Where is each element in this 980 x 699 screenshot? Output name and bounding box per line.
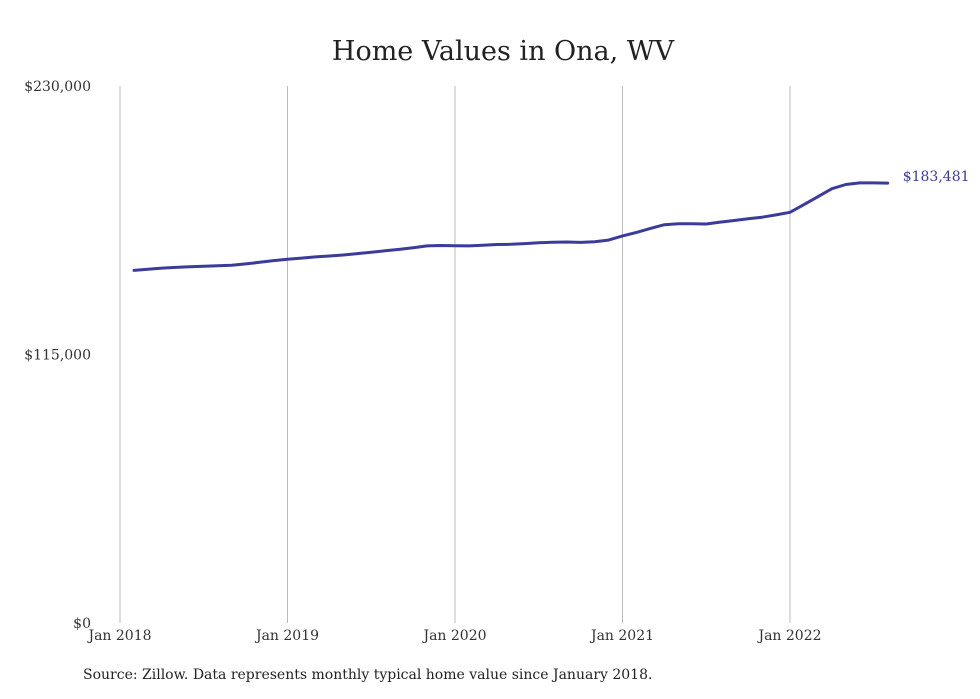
series-line: [132, 181, 890, 272]
y-tick-label: $115,000: [24, 348, 91, 364]
y-tick-label: $230,000: [24, 79, 91, 95]
source-note: Source: Zillow. Data represents monthly …: [83, 667, 653, 683]
x-tick-label: Jan 2020: [421, 628, 486, 644]
x-tick-label: Jan 2022: [756, 628, 821, 644]
x-tick-label: Jan 2019: [254, 628, 319, 644]
x-axis: Jan 2018 Jan 2019 Jan 2020 Jan 2021 Jan 2022: [86, 628, 821, 644]
gridlines: [119, 86, 791, 623]
x-tick-label: Jan 2018: [86, 628, 151, 644]
end-value-label: $183,481: [903, 169, 970, 185]
y-axis: $230,000 $115,000 $0: [24, 79, 91, 632]
x-tick-label: Jan 2021: [589, 628, 654, 644]
chart-title: Home Values in Ona, WV: [332, 36, 675, 67]
y-tick-label: $0: [73, 616, 91, 632]
